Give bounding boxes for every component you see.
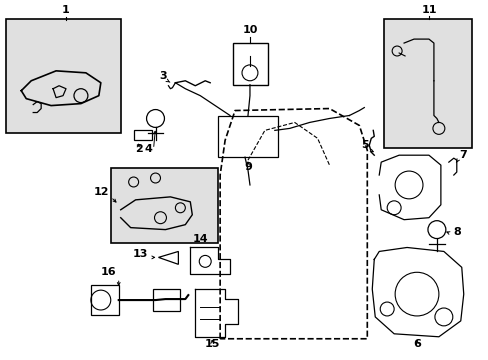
Bar bbox=[152, 289, 180, 311]
Text: 13: 13 bbox=[133, 249, 148, 260]
Text: 8: 8 bbox=[453, 226, 461, 237]
Text: 14: 14 bbox=[192, 234, 207, 243]
Text: 9: 9 bbox=[244, 162, 251, 172]
Text: 6: 6 bbox=[412, 339, 420, 349]
Text: 15: 15 bbox=[204, 339, 220, 349]
Bar bbox=[91, 285, 119, 315]
Bar bbox=[133, 130, 151, 140]
Bar bbox=[218, 116, 277, 157]
Text: 4: 4 bbox=[144, 144, 152, 154]
Bar bbox=[384, 19, 471, 148]
Text: 16: 16 bbox=[101, 267, 116, 277]
Text: 10: 10 bbox=[242, 25, 257, 35]
Text: 5: 5 bbox=[361, 140, 368, 150]
Text: 3: 3 bbox=[159, 71, 167, 81]
Text: 1: 1 bbox=[62, 5, 70, 15]
Polygon shape bbox=[158, 251, 178, 264]
Text: 12: 12 bbox=[93, 187, 108, 197]
Text: 2: 2 bbox=[135, 144, 142, 154]
Bar bbox=[233, 43, 267, 85]
Bar bbox=[6, 19, 121, 133]
Text: 7: 7 bbox=[458, 150, 466, 160]
Bar bbox=[111, 168, 218, 243]
Text: 11: 11 bbox=[420, 5, 436, 15]
